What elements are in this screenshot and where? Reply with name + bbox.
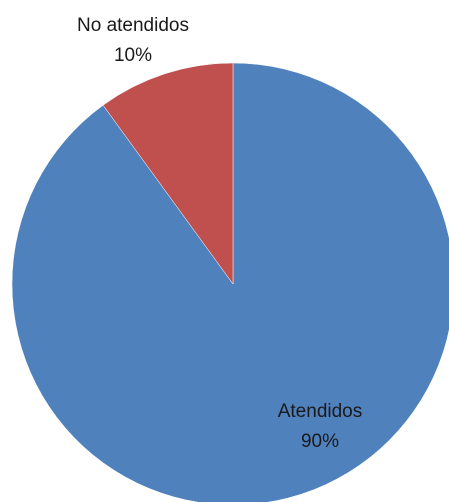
pie-slice-no-atendidos — [102, 62, 234, 285]
slice-label-name-no-atendidos: No atendidos — [77, 15, 189, 36]
pie-slice-atendidos — [11, 62, 449, 502]
slice-label-value-atendidos: 90% — [301, 431, 339, 452]
slice-label-value-no-atendidos: 10% — [114, 45, 152, 66]
pie-slices — [11, 62, 449, 502]
slice-label-name-atendidos: Atendidos — [278, 401, 363, 422]
